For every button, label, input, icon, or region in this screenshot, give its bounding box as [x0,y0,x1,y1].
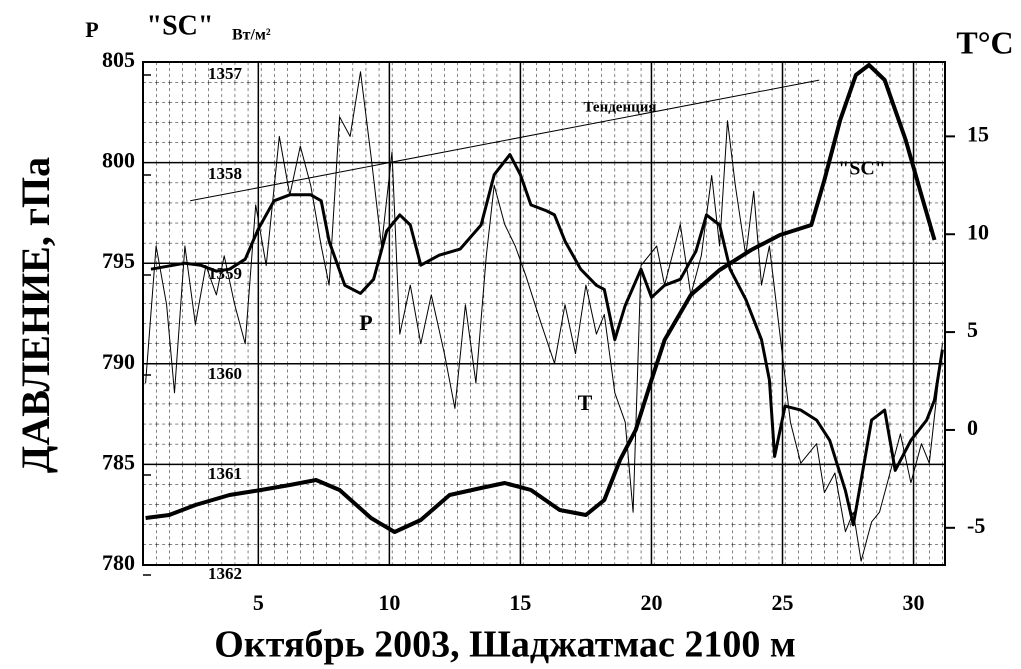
series-line [145,63,937,534]
annotation: T [578,390,593,415]
y3-tick-label: 1359 [208,264,242,283]
y-tick-label: 795 [102,248,135,273]
sc-title: "SC" [147,10,214,41]
y2-tick-label: 15 [967,121,989,146]
annotation: P [359,310,372,335]
x-tick-label: 25 [772,590,794,615]
x-tick-label: 5 [253,590,264,615]
y2-tick-label: -5 [967,513,985,538]
right-axis-title: T°C [956,24,1013,60]
y3-tick-label: 1360 [208,364,242,383]
x-tick-label: 15 [509,590,531,615]
x-tick-label: 20 [640,590,662,615]
minor-grid [143,62,945,565]
y-tick-label: 785 [102,449,135,474]
plot-frame [142,61,946,566]
y2-tick-label: 10 [967,219,989,244]
y-axis-label: ДАВЛЕНИЕ, гПа [13,157,58,473]
series-line [145,71,943,562]
y2-tick-label: 0 [967,415,978,440]
left-axis-title: P [85,17,98,42]
y-tick-label: 790 [102,349,135,374]
x-tick-label: 10 [378,590,400,615]
y3-tick-label: 1362 [208,564,242,583]
annotation: Тенденция [583,99,656,115]
y3-tick-label: 1361 [208,464,242,483]
y-tick-label: 780 [102,550,135,575]
series-line [150,153,944,527]
y-tick-label: 805 [102,47,135,72]
y3-tick-label: 1357 [208,64,243,83]
y2-tick-label: 5 [967,317,978,342]
annotation: "SC" [838,158,886,180]
y-tick-label: 800 [102,148,135,173]
y3-tick-label: 1358 [208,164,242,183]
x-axis-label: Октябрь 2003, Шаджатмас 2100 м [214,624,795,666]
x-tick-label: 30 [903,590,925,615]
sc-unit: Вт/м² [232,27,271,44]
trend-line [190,79,820,202]
